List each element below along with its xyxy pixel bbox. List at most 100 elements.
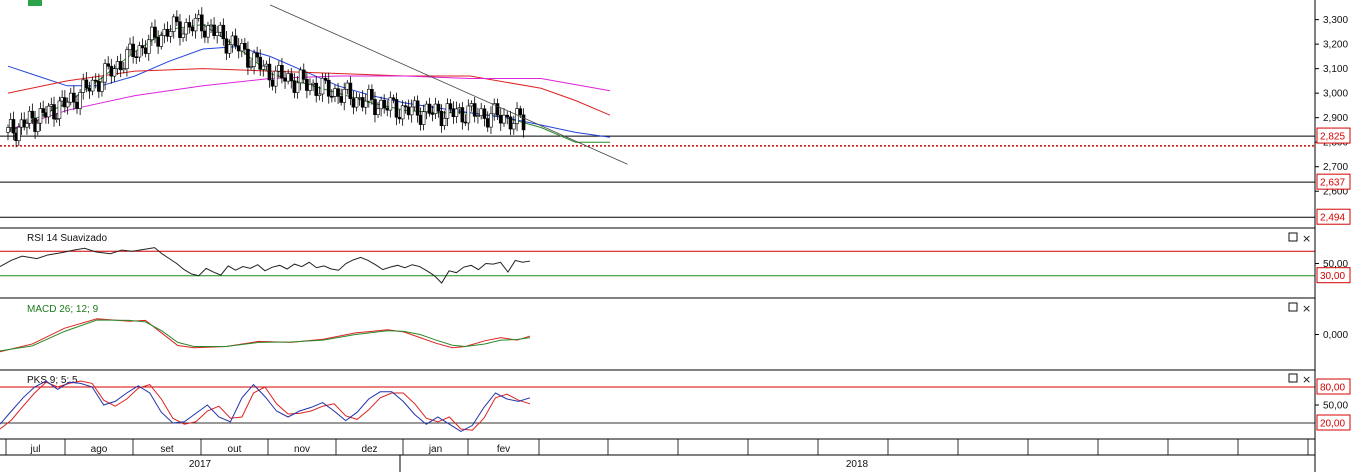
candle-body xyxy=(360,97,365,108)
candle-body xyxy=(427,103,432,114)
candle-body xyxy=(236,45,241,52)
candle-body xyxy=(100,81,104,92)
candle-body xyxy=(445,103,450,119)
price-panel[interactable]: 3,3003,2003,1003,0002,9002,8002,7002,600… xyxy=(0,0,1351,225)
year-label: 2018 xyxy=(846,459,869,470)
candle-body xyxy=(140,45,145,49)
candle-body xyxy=(485,118,490,128)
macd-title[interactable]: MACD 26; 12; 9 xyxy=(27,304,99,315)
rsi-title[interactable]: RSI 14 Suavizado xyxy=(27,233,107,244)
candle-body xyxy=(122,68,126,71)
candle-body xyxy=(115,61,120,70)
candle-body xyxy=(351,98,356,108)
candle-body xyxy=(397,116,402,120)
macd-maximize-icon[interactable] xyxy=(1288,302,1298,312)
candle-body xyxy=(81,79,86,93)
candle-body xyxy=(153,26,157,38)
candle-body xyxy=(421,111,426,125)
candle-body xyxy=(171,16,176,32)
macd-close-icon[interactable]: × xyxy=(1302,302,1311,315)
candle-body xyxy=(30,110,35,119)
moving-average-line xyxy=(7,68,611,116)
candle-body xyxy=(295,82,300,93)
candle-body xyxy=(466,105,471,124)
price-tick-label: 3,100 xyxy=(1323,64,1348,75)
level-label: 30,00 xyxy=(1320,271,1345,282)
chart-tag-icon[interactable] xyxy=(28,0,42,6)
month-label: dez xyxy=(361,444,377,455)
oscillator-tick-label: 0,000 xyxy=(1323,330,1348,341)
candle-body xyxy=(46,105,51,118)
level-label-box xyxy=(1316,173,1351,190)
oscillator-line xyxy=(0,247,531,284)
candle-body xyxy=(469,103,474,107)
candle-body xyxy=(505,114,510,118)
candle-body xyxy=(181,33,185,38)
candle-body xyxy=(224,38,229,54)
candle-body xyxy=(373,99,377,116)
candle-body xyxy=(409,106,414,116)
candle-body xyxy=(103,63,107,83)
trend-line[interactable] xyxy=(269,4,628,165)
candle-body xyxy=(403,105,408,108)
candle-body xyxy=(252,52,256,67)
pks-close-icon[interactable]: × xyxy=(1302,373,1311,386)
candle-body xyxy=(243,43,247,50)
candle-body xyxy=(379,99,383,110)
candle-body xyxy=(301,69,306,80)
candle-body xyxy=(68,92,73,103)
month-label: ago xyxy=(91,444,108,455)
candle-body xyxy=(439,110,444,126)
oscillator-line xyxy=(0,318,531,353)
candle-body xyxy=(118,61,123,71)
candle-body xyxy=(162,28,167,36)
rsi-close-icon[interactable]: × xyxy=(1302,232,1311,245)
candle-body xyxy=(221,24,226,40)
level-label: 2,637 xyxy=(1320,178,1345,189)
price-levels: 2,825 2,637 2,494 xyxy=(0,127,1351,225)
candle-body xyxy=(128,43,132,51)
candle-body xyxy=(200,14,204,32)
level-label-box xyxy=(1316,127,1351,144)
rsi-maximize-icon[interactable] xyxy=(1288,232,1298,242)
candle-body xyxy=(84,79,89,89)
candle-body xyxy=(308,84,312,91)
candle-body xyxy=(203,30,207,38)
candle-body xyxy=(394,99,399,118)
candle-body xyxy=(482,108,487,119)
candle-body xyxy=(93,79,98,82)
x-axis: jul ago set out nov dez jan fev 2017 2018 xyxy=(0,439,1315,472)
candle-body xyxy=(415,100,420,116)
candle-body xyxy=(112,68,117,77)
candle-body xyxy=(518,108,523,116)
macd-panel[interactable]: MACD 26; 12; 9 0,000 × xyxy=(0,302,1348,353)
candle-body xyxy=(320,77,325,95)
candle-body xyxy=(448,103,453,110)
candle-body xyxy=(146,39,151,54)
price-tick-label: 3,000 xyxy=(1323,89,1348,100)
candle-body xyxy=(212,24,216,36)
pks-title[interactable]: PKS 9; 5; 5 xyxy=(27,375,78,386)
candle-body xyxy=(264,63,269,67)
oscillator-line xyxy=(0,380,531,432)
candle-body xyxy=(196,14,201,19)
candle-body xyxy=(150,26,154,41)
pks-panel[interactable]: PKS 9; 5; 5 80,00 20,00 50,00 × xyxy=(0,373,1351,432)
year-label: 2017 xyxy=(189,459,212,470)
candle-body xyxy=(412,100,417,108)
month-label: jan xyxy=(428,444,442,455)
candle-body xyxy=(165,28,170,37)
level-label-box xyxy=(1316,414,1351,431)
pks-maximize-icon[interactable] xyxy=(1288,373,1298,383)
candle-body xyxy=(227,44,232,54)
candle-body xyxy=(261,65,266,70)
level-label: 2,825 xyxy=(1320,132,1345,143)
candle-body xyxy=(489,113,493,128)
candle-body xyxy=(339,96,343,103)
candle-body xyxy=(476,115,480,118)
candle-body xyxy=(35,122,40,132)
oscillator-tick-label: 50,00 xyxy=(1323,401,1348,412)
candle-body xyxy=(97,80,101,92)
